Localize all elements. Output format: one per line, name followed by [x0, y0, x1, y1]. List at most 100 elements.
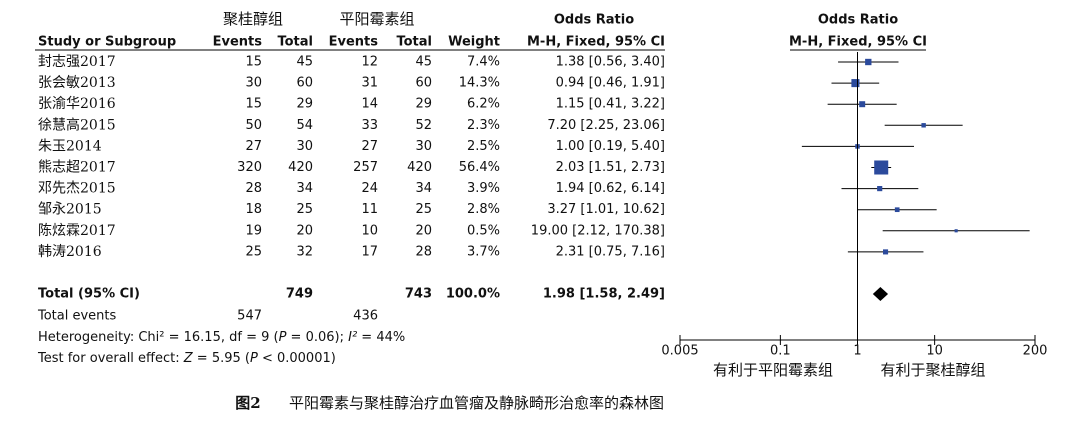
study-name: 邹永2015	[38, 202, 102, 218]
weight: 3.9%	[467, 181, 500, 196]
favours-label: 有利于平阳霉素组	[713, 361, 833, 379]
heterogeneity: Heterogeneity: Chi² = 16.15, df = 9 (P =…	[38, 330, 405, 345]
plot-header: Odds Ratio	[818, 13, 898, 28]
cell: 20	[296, 223, 313, 238]
study-name: 陈炫霖2017	[38, 222, 116, 239]
cell: 420	[407, 160, 432, 175]
cell: 320	[237, 160, 262, 175]
cell: 749	[286, 287, 313, 302]
effect-square	[954, 229, 958, 233]
ci: 2.31 [0.75, 7.16]	[556, 244, 665, 259]
weight: 7.4%	[467, 55, 500, 70]
cell: 11	[361, 202, 378, 217]
x-tick-label: 200	[1023, 344, 1048, 359]
effect-square	[894, 207, 900, 213]
ci: 1.00 [0.19, 5.40]	[556, 139, 665, 154]
column-header: Total	[396, 35, 432, 50]
study-name: 张渝华2016	[38, 96, 116, 112]
cell: 34	[415, 181, 432, 196]
effect-square	[865, 58, 872, 66]
overall-effect: Test for overall effect: Z = 5.95 (P < 0…	[37, 351, 336, 366]
weight: 2.3%	[467, 118, 500, 133]
cell: 24	[361, 181, 378, 196]
cell: 27	[361, 139, 378, 154]
column-header: Weight	[448, 35, 500, 50]
group-label: 聚桂醇组	[223, 10, 283, 28]
study-name: 朱玉2014	[38, 138, 102, 154]
cell: 45	[415, 55, 432, 70]
ci-header: Odds Ratio	[554, 13, 634, 28]
cell: 29	[296, 97, 313, 112]
cell: 14	[361, 97, 378, 112]
study-name: 徐慧高2015	[38, 116, 116, 133]
cell: 28	[415, 244, 432, 259]
ci: 1.94 [0.62, 6.14]	[556, 181, 665, 196]
effect-square	[883, 249, 889, 255]
weight: 14.3%	[459, 76, 500, 91]
favours-label: 有利于聚桂醇组	[880, 361, 985, 379]
ci: 1.38 [0.56, 3.40]	[556, 55, 665, 70]
weight: 3.7%	[467, 244, 500, 259]
column-header: Events	[329, 35, 379, 50]
study-name: 熊志超2017	[38, 160, 116, 176]
cell: 18	[245, 202, 262, 217]
cell: 60	[415, 76, 432, 91]
cell: 32	[296, 244, 313, 259]
study-name: 邓先杰2015	[38, 181, 116, 197]
cell: 436	[353, 309, 378, 324]
cell: 34	[296, 181, 313, 196]
caption-number: 图2	[235, 394, 260, 412]
cell: 31	[361, 76, 378, 91]
total-label: Total (95% CI)	[38, 287, 140, 302]
effect-square	[877, 186, 883, 192]
cell: 50	[245, 118, 262, 133]
cell: 15	[245, 97, 262, 112]
study-name: 封志强2017	[38, 54, 116, 70]
effect-square	[851, 79, 860, 88]
cell: 30	[245, 76, 262, 91]
ci: 19.00 [2.12, 170.38]	[531, 223, 665, 238]
x-tick-label: 10	[926, 344, 943, 359]
column-header: Study or Subgroup	[38, 35, 176, 50]
cell: 29	[415, 97, 432, 112]
effect-square	[859, 101, 866, 108]
cell: 33	[361, 118, 378, 133]
cell: 20	[415, 223, 432, 238]
plot-header: M-H, Fixed, 95% CI	[789, 35, 927, 50]
cell: 17	[361, 244, 378, 259]
column-header: M-H, Fixed, 95% CI	[527, 35, 665, 50]
summary-diamond	[872, 287, 889, 301]
ci: 3.27 [1.01, 10.62]	[547, 202, 665, 217]
cell: 52	[415, 118, 432, 133]
study-name: 张会敏2013	[38, 75, 116, 91]
cell: 30	[415, 139, 432, 154]
cell: 547	[237, 309, 262, 324]
ci: 7.20 [2.25, 23.06]	[547, 118, 665, 133]
total-events-label: Total events	[37, 309, 117, 324]
weight: 2.8%	[467, 202, 500, 217]
cell: 28	[245, 181, 262, 196]
weight: 6.2%	[467, 97, 500, 112]
study-name: 韩涛2016	[38, 244, 102, 260]
caption: 平阳霉素与聚桂醇治疗血管瘤及静脉畸形治愈率的森林图	[289, 394, 664, 412]
group-label: 平阳霉素组	[339, 10, 414, 28]
ci: 1.15 [0.41, 3.22]	[556, 97, 665, 112]
cell: 25	[245, 244, 262, 259]
weight: 56.4%	[459, 160, 500, 175]
cell: 54	[296, 118, 313, 133]
weight: 100.0%	[446, 287, 500, 302]
cell: 25	[296, 202, 313, 217]
cell: 60	[296, 76, 313, 91]
cell: 12	[361, 55, 378, 70]
cell: 30	[296, 139, 313, 154]
cell: 27	[245, 139, 262, 154]
column-header: Total	[277, 35, 313, 50]
weight: 0.5%	[467, 223, 500, 238]
effect-square	[874, 160, 889, 175]
effect-square	[921, 123, 926, 128]
x-tick-label: 1	[853, 344, 861, 359]
x-tick-label: 0.005	[661, 344, 698, 359]
weight: 2.5%	[467, 139, 500, 154]
cell: 420	[288, 160, 313, 175]
